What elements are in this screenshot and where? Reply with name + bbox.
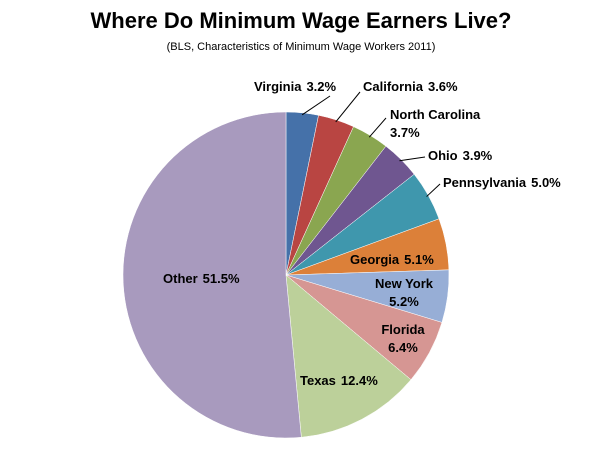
slice-label: North Carolina 3.7% (390, 107, 481, 140)
slice-category: New York (375, 276, 434, 291)
leader-line (335, 91, 361, 123)
leader-line (368, 117, 387, 138)
leader-line (301, 95, 331, 116)
slice-category: Texas (300, 373, 336, 388)
slice-value-label: 3.2% (306, 79, 336, 94)
slice-category: Virginia (254, 79, 302, 94)
slice-label: Virginia 3.2% (254, 79, 337, 94)
slice-value-label: 3.7% (390, 125, 420, 140)
chart-title: Where Do Minimum Wage Earners Live? (91, 8, 512, 33)
slice-value-label: 5.1% (404, 252, 434, 267)
slice-value-label: 5.0% (531, 175, 561, 190)
slice-value-label: 3.9% (463, 148, 493, 163)
chart-subtitle: (BLS, Characteristics of Minimum Wage Wo… (167, 41, 436, 53)
slice-category: Other (163, 271, 198, 286)
slice-value-label: 51.5% (203, 271, 240, 286)
pie-slice (285, 274, 412, 438)
slice-label: Texas 12.4% (300, 373, 378, 388)
leader-line (399, 156, 426, 162)
slice-label: California 3.6% (363, 79, 458, 94)
slice-label: New York 5.2% (375, 276, 434, 309)
slice-label: Pennsylvania 5.0% (443, 175, 561, 190)
slice-label: Florida 6.4% (381, 322, 425, 355)
slice-value-label: 5.2% (389, 294, 419, 309)
slice-category: Georgia (350, 252, 400, 267)
slice-value-label: 3.6% (428, 79, 458, 94)
slice-value-label: 6.4% (388, 340, 418, 355)
slice-category: North Carolina (390, 107, 481, 122)
slice-label: Ohio 3.9% (428, 148, 493, 163)
slice-label: Georgia 5.1% (350, 252, 434, 267)
slice-label: Other 51.5% (163, 271, 240, 286)
slice-value-label: 12.4% (341, 373, 378, 388)
slice-category: Ohio (428, 148, 458, 163)
leader-line (426, 183, 441, 197)
slice-category: Pennsylvania (443, 175, 527, 190)
slice-category: California (363, 79, 424, 94)
slice-category: Florida (381, 322, 425, 337)
pie-slice (122, 111, 302, 439)
